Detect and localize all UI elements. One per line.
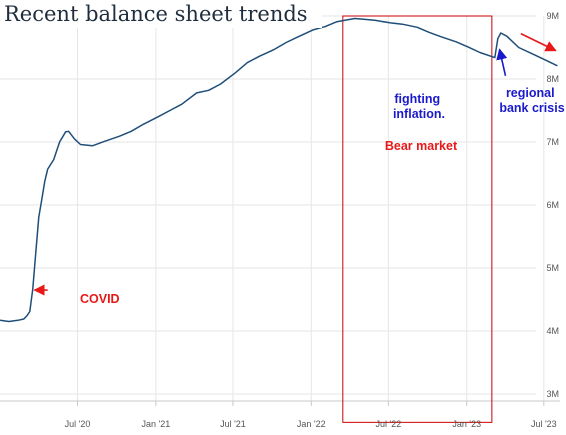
annotations: COVID fighting inflation. Bear market re… [33, 32, 565, 306]
bear-market-region [342, 15, 493, 423]
bank-crisis-label: regional bank crisis [499, 86, 564, 115]
y-tick-label: 3M [546, 389, 559, 399]
x-tick-label: Jul '23 [531, 419, 557, 429]
x-tick-label: Jul '20 [65, 419, 91, 429]
covid-label: COVID [80, 292, 120, 306]
grid-lines [0, 15, 545, 401]
y-tick-label: 4M [546, 326, 559, 336]
y-tick-label: 8M [546, 74, 559, 84]
series-lines [0, 17, 558, 323]
balance-sheet-line [0, 17, 558, 323]
fighting-inflation-line-1: fighting [394, 92, 440, 106]
fighting-inflation-line-2: inflation. [393, 107, 445, 121]
title-background [0, 0, 322, 28]
x-tick-label: Jan '23 [452, 419, 481, 429]
decline-trend-arrow [520, 32, 557, 52]
bear-market-box [342, 15, 493, 423]
bank-crisis-arrow [496, 48, 508, 77]
tick-labels: 3M 4M 5M 6M 7M 8M 9M Jul '20 Jan '21 Jul '21 Jan '… [65, 11, 559, 429]
fighting-inflation-label: fighting inflation. [393, 92, 445, 121]
x-tick-label: Jul '22 [376, 419, 402, 429]
x-tick-label: Jul '21 [220, 419, 246, 429]
y-tick-label: 6M [546, 200, 559, 210]
y-tick-label: 7M [546, 137, 559, 147]
bank-crisis-line-1: regional [506, 86, 555, 100]
chart-title: Recent balance sheet trends [4, 2, 308, 26]
y-tick-label: 5M [546, 263, 559, 273]
bear-market-label: Bear market [385, 139, 458, 153]
y-tick-label: 9M [546, 11, 559, 21]
bank-crisis-line-2: bank crisis [499, 101, 564, 115]
x-tick-label: Jan '21 [141, 419, 170, 429]
x-tick-label: Jan '22 [297, 419, 326, 429]
